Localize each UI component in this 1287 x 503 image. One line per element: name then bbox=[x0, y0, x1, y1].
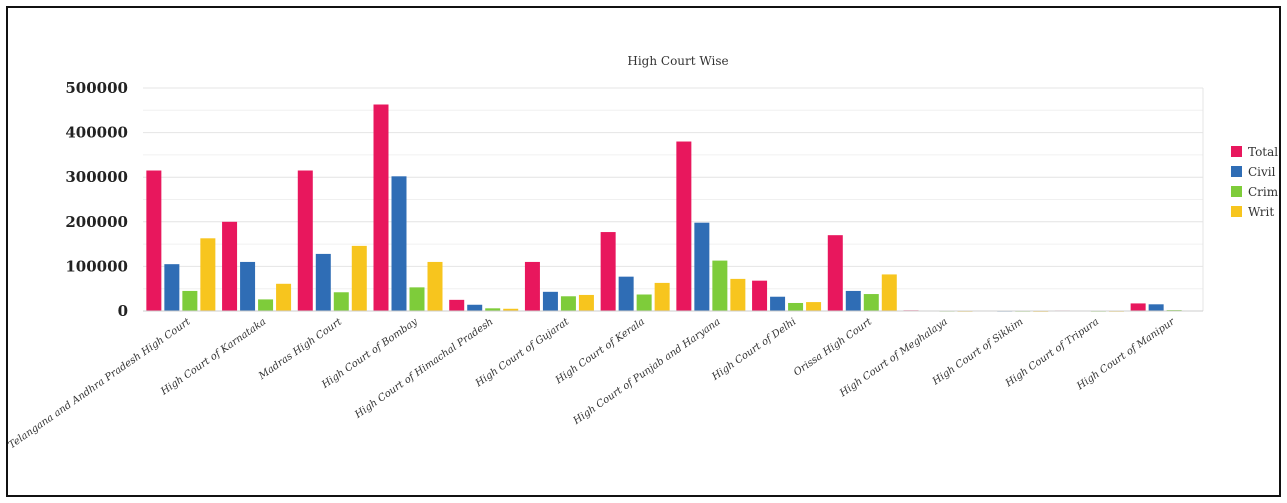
bar-civil bbox=[467, 304, 483, 311]
bar-crim bbox=[409, 287, 425, 311]
bar-writ bbox=[654, 282, 670, 311]
bar-civil bbox=[240, 261, 256, 311]
x-tick-label: Madras High Court bbox=[256, 316, 345, 383]
x-tick-label: High Court of Punjab and Haryana bbox=[571, 316, 723, 427]
y-tick-label: 500000 bbox=[65, 79, 128, 97]
bar-total bbox=[222, 221, 238, 311]
y-axis: 0 100000 200000 300000 400000 500000 bbox=[65, 79, 128, 320]
bar-civil bbox=[618, 276, 634, 311]
bar-writ bbox=[503, 308, 519, 311]
chart-frame: High Court Wise 0 100000 200000 300000 40000… bbox=[6, 6, 1281, 497]
legend-swatch-writ bbox=[1231, 206, 1242, 217]
bar-crim bbox=[560, 296, 576, 311]
bar-writ bbox=[276, 283, 292, 311]
bar-total bbox=[752, 280, 768, 311]
bar-civil bbox=[694, 222, 710, 311]
bar-civil bbox=[542, 291, 558, 311]
bar-total bbox=[827, 235, 843, 311]
bar-writ bbox=[351, 245, 367, 311]
bar-writ bbox=[200, 238, 216, 311]
bar-crim bbox=[485, 308, 501, 311]
y-tick-label: 300000 bbox=[65, 168, 128, 186]
legend-label-civil: Civil bbox=[1248, 165, 1276, 179]
bar-writ bbox=[578, 294, 594, 311]
bar-total bbox=[1130, 303, 1146, 311]
y-tick-label: 400000 bbox=[65, 124, 128, 142]
y-tick-label: 0 bbox=[118, 302, 128, 320]
x-tick-label: High Court of Delhi bbox=[709, 316, 798, 383]
bar-crim bbox=[258, 299, 274, 311]
bar-crim bbox=[788, 302, 804, 311]
bar-civil bbox=[770, 296, 786, 311]
bar-writ bbox=[730, 278, 746, 311]
bar-civil bbox=[315, 253, 331, 311]
bar-crim bbox=[712, 260, 728, 311]
bar-total bbox=[373, 104, 389, 311]
bar-writ bbox=[427, 261, 443, 311]
bar-total bbox=[146, 170, 162, 311]
chart-title: High Court Wise bbox=[627, 54, 728, 68]
bar-crim bbox=[333, 292, 349, 311]
bar-writ bbox=[806, 302, 822, 311]
bar-chart: High Court Wise 0 100000 200000 300000 40000… bbox=[8, 54, 1279, 494]
bar-civil bbox=[1148, 304, 1164, 311]
y-tick-label: 100000 bbox=[65, 257, 128, 275]
bar-civil bbox=[391, 176, 407, 311]
bar-total bbox=[676, 141, 692, 311]
bar-total bbox=[524, 261, 540, 311]
legend-label-writ: Writ bbox=[1248, 205, 1274, 219]
y-tick-label: 200000 bbox=[65, 213, 128, 231]
bar-civil bbox=[164, 264, 180, 311]
legend-label-total: Total bbox=[1248, 145, 1278, 159]
bar-crim bbox=[863, 294, 879, 311]
bars bbox=[143, 104, 1203, 312]
legend-swatch-civil bbox=[1231, 166, 1242, 177]
x-axis: High Court of Telangana and Andhra Prade… bbox=[8, 316, 1178, 494]
bar-total bbox=[449, 299, 465, 311]
bar-writ bbox=[881, 274, 897, 311]
bar-crim bbox=[636, 294, 652, 311]
x-tick-label: High Court of Telangana and Andhra Prade… bbox=[8, 316, 193, 494]
legend-label-crim: Crim bbox=[1248, 185, 1279, 199]
legend-swatch-total bbox=[1231, 146, 1242, 157]
legend-swatch-crim bbox=[1231, 186, 1242, 197]
legend: Total Civil Crim Writ bbox=[1231, 145, 1279, 219]
x-tick-label: Orissa High Court bbox=[792, 316, 875, 379]
bar-total bbox=[297, 170, 313, 311]
x-tick-label: High Court of Himachal Pradesh bbox=[352, 316, 495, 421]
bar-civil bbox=[845, 290, 861, 311]
bar-crim bbox=[182, 290, 198, 311]
bar-total bbox=[600, 232, 616, 311]
